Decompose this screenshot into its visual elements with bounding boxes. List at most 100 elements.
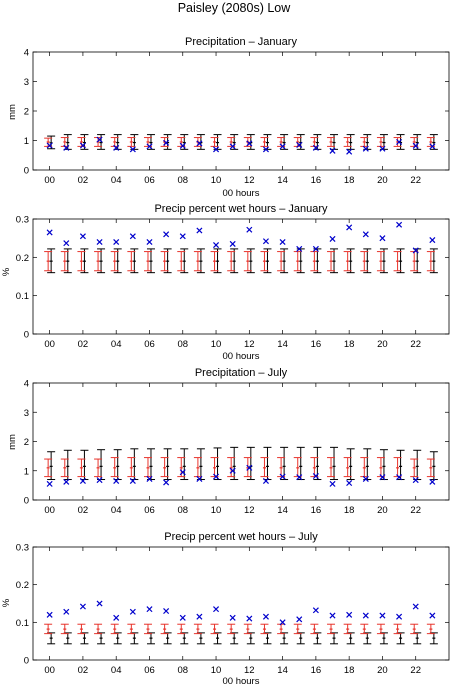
y-axis-label: mm (7, 434, 18, 450)
observed-point (429, 612, 436, 619)
x-tick-label: 18 (344, 339, 355, 350)
observed-point (129, 146, 136, 153)
figure-title: Paisley (2080s) Low (178, 1, 292, 15)
observed-point (179, 233, 186, 240)
observed-point (213, 473, 220, 480)
observed-point (196, 227, 203, 234)
x-tick-label: 02 (78, 505, 89, 516)
x-tick-label: 16 (311, 175, 322, 186)
observed-point (46, 142, 53, 149)
x-tick-label: 00 (44, 339, 55, 350)
x-tick-label: 02 (78, 665, 89, 676)
x-tick-label: 10 (211, 665, 222, 676)
observed-point (279, 473, 286, 480)
observed-point (96, 136, 103, 143)
x-tick-label: 04 (111, 175, 122, 186)
observed-point (229, 240, 236, 247)
observed-point (312, 607, 319, 614)
x-tick-label: 22 (410, 339, 421, 350)
x-tick-label: 20 (377, 665, 388, 676)
observed-point (96, 238, 103, 246)
panel-july-wet-hours: Precip percent wet hours – July % 00 hou… (1, 531, 450, 686)
observed-point (412, 477, 419, 484)
x-tick-label: 06 (144, 505, 155, 516)
observed-point (79, 142, 86, 149)
observed-point (412, 247, 419, 254)
observed-point (46, 480, 53, 487)
plot-frame (32, 546, 450, 661)
observed-point (179, 142, 186, 149)
observed-point (429, 237, 436, 244)
y-tick-label: 0 (24, 496, 29, 507)
y-tick-label: 4 (24, 379, 29, 390)
observed-point (129, 233, 136, 240)
x-tick-label: 10 (211, 175, 222, 186)
observed-point (79, 477, 86, 485)
y-tick-label: 0 (24, 166, 29, 177)
observed-point (346, 148, 353, 155)
observed-point (146, 238, 153, 246)
x-tick-label: 12 (244, 665, 255, 676)
observed-point (129, 608, 136, 615)
observed-point (362, 475, 369, 482)
observed-point (196, 140, 203, 147)
observed-point (346, 224, 353, 231)
x-tick-label: 02 (78, 339, 89, 350)
observed-point (412, 142, 419, 149)
observed-point (213, 606, 220, 613)
observed-point (213, 242, 220, 249)
observed-point (362, 612, 369, 619)
observed-point (362, 145, 369, 152)
x-tick-label: 18 (344, 665, 355, 676)
x-tick-label: 14 (277, 505, 288, 516)
y-axis-label: % (1, 598, 12, 607)
observed-point (262, 613, 269, 620)
x-axis-label: 00 hours (223, 676, 260, 686)
x-tick-label: 08 (177, 175, 188, 186)
x-tick-label: 04 (111, 665, 122, 676)
observed-point (246, 615, 253, 622)
observed-point (63, 240, 70, 247)
plot-frame (32, 382, 450, 501)
y-tick-label: 0.2 (16, 580, 29, 591)
y-axis-label: % (1, 267, 12, 276)
x-tick-label: 06 (144, 175, 155, 186)
x-tick-label: 12 (244, 339, 255, 350)
observed-point (146, 606, 153, 613)
observed-point (113, 477, 120, 485)
x-tick-label: 06 (144, 339, 155, 350)
observed-point (229, 467, 236, 474)
observed-point (379, 145, 386, 152)
x-tick-label: 12 (244, 505, 255, 516)
observed-point (296, 245, 303, 252)
x-tick-label: 14 (277, 339, 288, 350)
observed-point (429, 478, 436, 485)
observed-point (312, 472, 319, 480)
observed-point (312, 144, 319, 151)
x-tick-label: 16 (311, 505, 322, 516)
observed-point (163, 479, 170, 486)
x-tick-label: 02 (78, 175, 89, 186)
observed-point (213, 146, 220, 153)
y-tick-label: 0.3 (16, 215, 29, 226)
y-tick-label: 0.3 (16, 543, 29, 554)
observed-point (163, 608, 170, 615)
observed-point (96, 600, 103, 607)
x-tick-label: 08 (177, 665, 188, 676)
panel-title: Precipitation – July (195, 367, 288, 379)
panel-january-precipitation: Precipitation – January mm 00 hours 0123… (7, 36, 450, 199)
observed-point (246, 226, 253, 233)
observed-point (396, 221, 403, 228)
observed-point (279, 143, 286, 150)
plot-frame (32, 218, 450, 335)
x-tick-label: 00 (44, 665, 55, 676)
panel-title: Precipitation – January (185, 36, 297, 48)
y-tick-label: 1 (24, 136, 29, 147)
y-tick-label: 0.1 (16, 291, 29, 302)
observed-point (396, 474, 403, 481)
observed-point (196, 613, 203, 620)
observed-point (329, 235, 336, 242)
x-tick-label: 10 (211, 339, 222, 350)
observed-point (163, 231, 170, 238)
